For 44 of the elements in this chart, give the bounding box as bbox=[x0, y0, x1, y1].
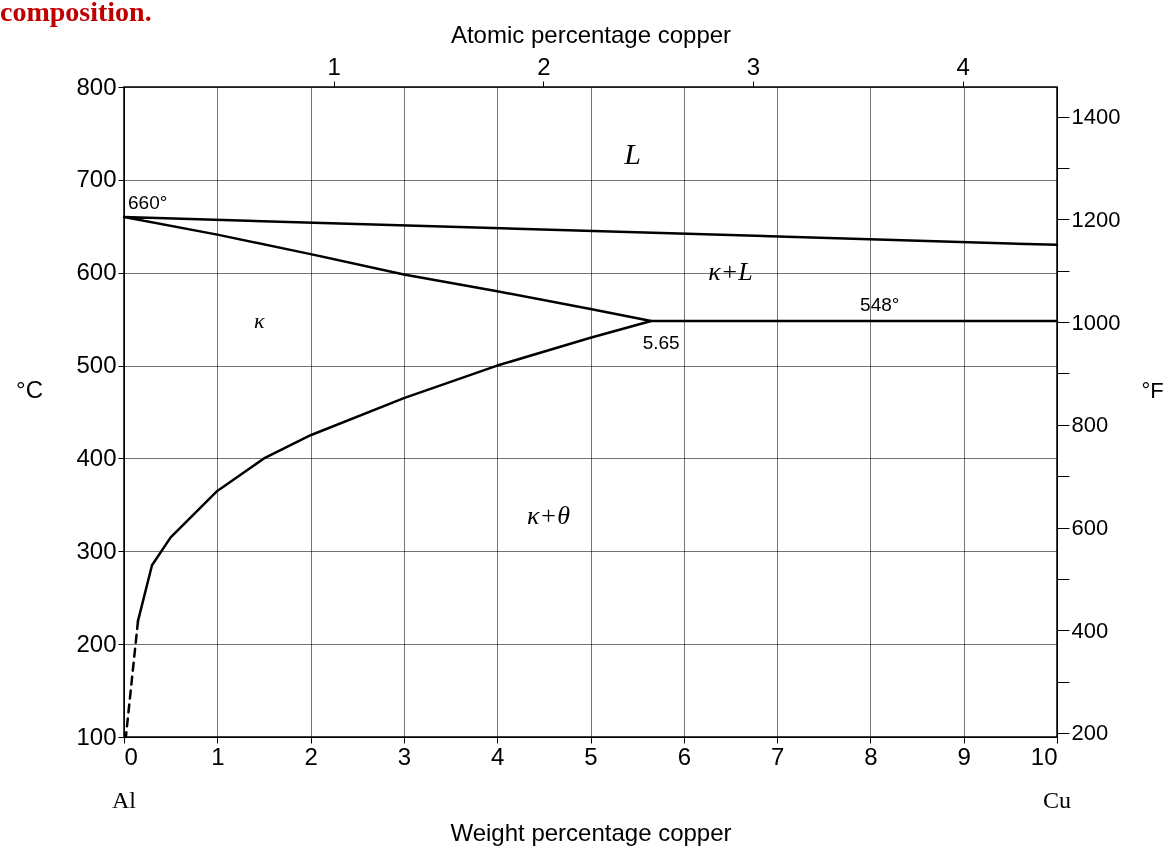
y-tick-label: 400 bbox=[76, 443, 117, 471]
x-tick-label: 6 bbox=[677, 742, 691, 770]
x2-tick-label: 3 bbox=[746, 52, 761, 80]
annotation: 5.65 bbox=[642, 332, 680, 353]
annotation: 548° bbox=[860, 294, 900, 315]
annotation: κ bbox=[254, 308, 265, 333]
x-tick-label: 1 bbox=[211, 742, 225, 770]
x-tick-label: 10 bbox=[1030, 742, 1058, 770]
x-tick-label: 2 bbox=[304, 742, 318, 770]
y2-tick-label: 1400 bbox=[1071, 104, 1121, 130]
text: Al bbox=[112, 787, 137, 813]
y2-tick-label: 600 bbox=[1071, 515, 1109, 541]
text: Cu bbox=[1042, 787, 1072, 813]
y-tick-label: 800 bbox=[76, 72, 117, 100]
x2-tick-label: 2 bbox=[537, 52, 551, 80]
x-tick-label: 7 bbox=[770, 742, 785, 770]
annotation: κ+θ bbox=[527, 501, 571, 530]
y2-tick-label: 1000 bbox=[1071, 309, 1121, 335]
x-tick-label: 9 bbox=[957, 742, 971, 770]
x-axis-title: Weight percentage copper bbox=[450, 818, 732, 846]
annotation: L bbox=[623, 137, 641, 171]
x2-tick-label: 1 bbox=[327, 52, 341, 80]
y-tick-label: 200 bbox=[76, 629, 117, 657]
x2-tick-label: 4 bbox=[956, 52, 970, 80]
y2-tick-label: 200 bbox=[1071, 720, 1109, 746]
chart-title: composition. bbox=[0, 0, 152, 28]
annotation: κ+L bbox=[708, 257, 753, 287]
x-tick-label: 3 bbox=[397, 742, 412, 770]
y2-axis-title: °F bbox=[1141, 377, 1164, 403]
y2-tick-label: 800 bbox=[1071, 412, 1109, 438]
x-tick-label: 5 bbox=[584, 742, 598, 770]
x-tick-label: 4 bbox=[491, 742, 505, 770]
y-tick-label: 300 bbox=[76, 536, 117, 564]
y-axis-title: °C bbox=[16, 375, 43, 403]
x-tick-label: 8 bbox=[864, 742, 878, 770]
y-tick-label: 600 bbox=[76, 258, 117, 286]
x-tick-label: 0 bbox=[124, 742, 138, 770]
y2-tick-label: 1200 bbox=[1071, 206, 1121, 232]
x2-axis-title: Atomic percentage copper bbox=[450, 20, 732, 48]
y-tick-label: 700 bbox=[76, 165, 117, 193]
y-tick-label: 100 bbox=[76, 722, 117, 750]
y-tick-label: 500 bbox=[76, 351, 117, 379]
annotation: 660° bbox=[128, 192, 168, 213]
y2-tick-label: 400 bbox=[1071, 617, 1109, 643]
